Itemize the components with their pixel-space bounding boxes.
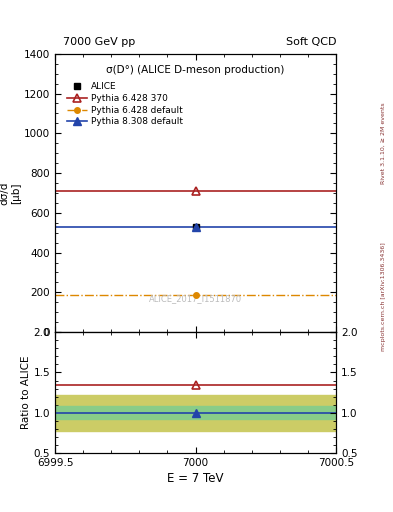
X-axis label: E = 7 TeV: E = 7 TeV	[167, 472, 224, 485]
Text: σ(D°) (ALICE D-meson production): σ(D°) (ALICE D-meson production)	[107, 65, 285, 75]
Text: Rivet 3.1.10, ≥ 2M events: Rivet 3.1.10, ≥ 2M events	[381, 102, 386, 184]
Text: mcplots.cern.ch [arXiv:1306.3436]: mcplots.cern.ch [arXiv:1306.3436]	[381, 243, 386, 351]
Text: ALICE_2017_I1511870: ALICE_2017_I1511870	[149, 294, 242, 303]
Legend: ALICE, Pythia 6.428 370, Pythia 6.428 default, Pythia 8.308 default: ALICE, Pythia 6.428 370, Pythia 6.428 de…	[65, 80, 185, 129]
Bar	[55, 407, 336, 419]
Text: 7000 GeV pp: 7000 GeV pp	[63, 37, 135, 47]
Bar	[55, 395, 336, 431]
Text: Soft QCD: Soft QCD	[286, 37, 336, 47]
Y-axis label: Ratio to ALICE: Ratio to ALICE	[21, 356, 31, 430]
Y-axis label: dσ/d
[μb]: dσ/d [μb]	[0, 181, 21, 205]
